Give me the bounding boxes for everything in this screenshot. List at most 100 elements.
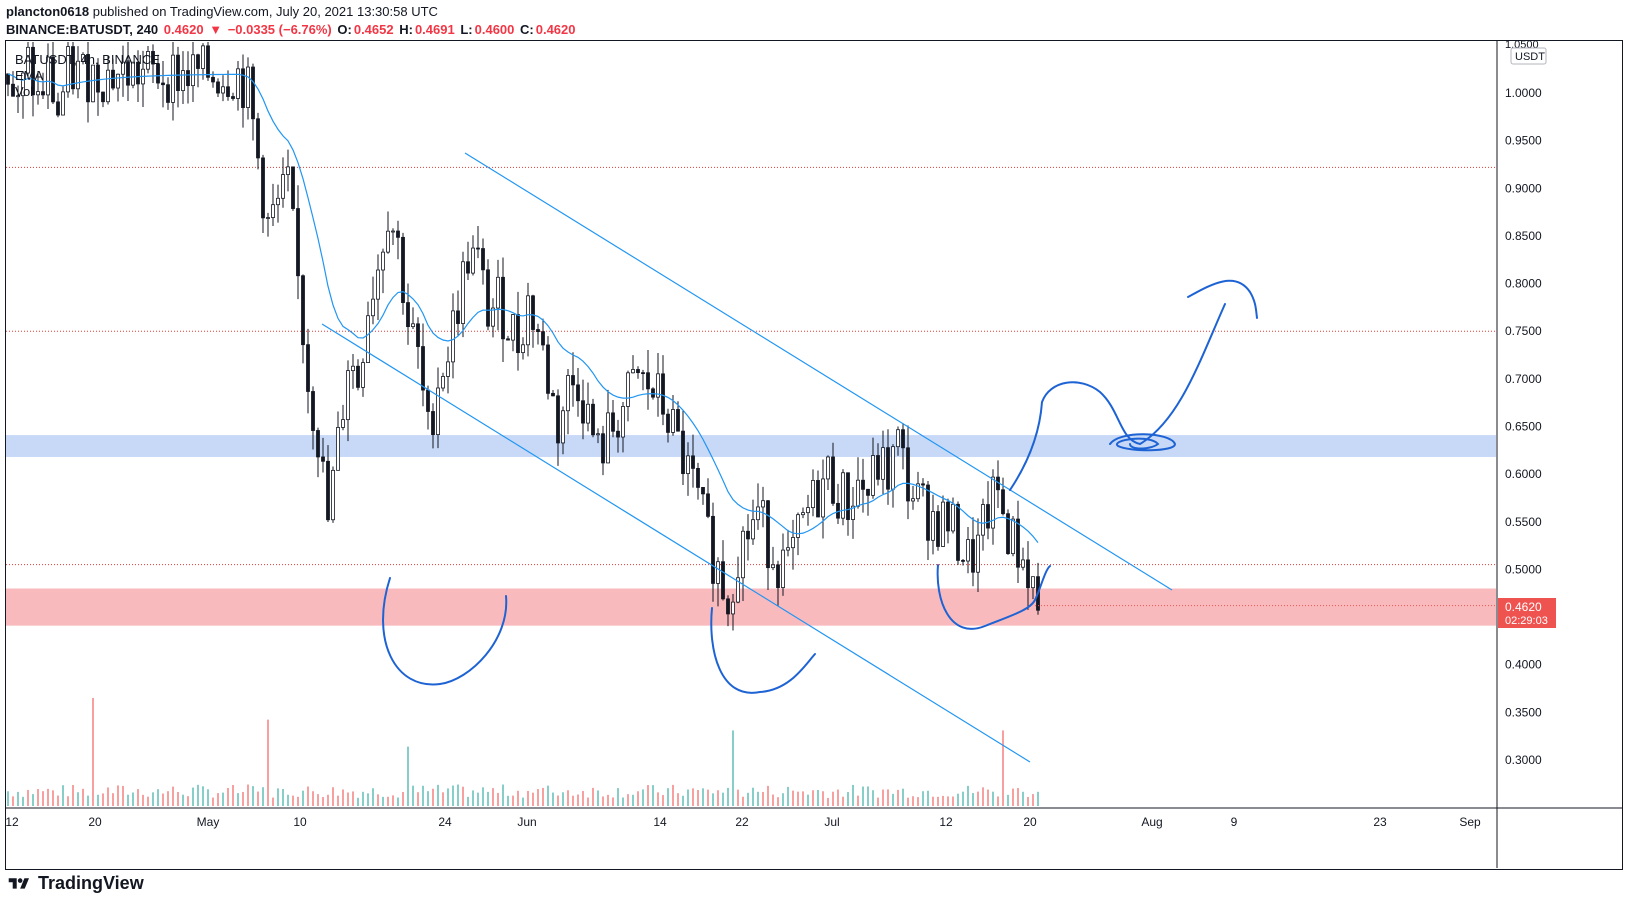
bottom-arc-2: [710, 607, 816, 694]
candle-body: [136, 61, 140, 85]
candle-body: [401, 236, 405, 303]
volume-bar: [432, 788, 434, 806]
tradingview-footer[interactable]: TradingView: [6, 873, 144, 894]
candle-body: [661, 373, 665, 415]
volume-bar: [242, 791, 244, 806]
candle-body: [951, 503, 955, 532]
volume-bar: [172, 786, 174, 806]
candle-body: [481, 248, 485, 271]
legend-title[interactable]: BATUSDT, 4h, BINANCE: [15, 52, 160, 67]
volume-bar: [637, 791, 639, 806]
volume-bar: [662, 795, 664, 806]
volume-bar: [787, 786, 789, 806]
candle-body: [131, 61, 135, 86]
y-tick-label: 0.3500: [1505, 705, 1542, 719]
candle-body: [786, 547, 790, 551]
candle-body: [311, 391, 315, 431]
close-label: C:: [520, 22, 534, 37]
chart-frame[interactable]: [5, 40, 1623, 870]
candle-body: [246, 66, 250, 108]
candle-body: [886, 447, 890, 490]
candle-body: [191, 54, 195, 87]
legend-vol[interactable]: Vol: [15, 84, 34, 99]
legend-ema[interactable]: EMA: [15, 68, 44, 83]
volume-bar: [7, 791, 9, 806]
volume-bar: [347, 792, 349, 806]
candle-body: [406, 302, 410, 328]
volume-bar: [862, 786, 864, 806]
candle-body: [456, 310, 460, 324]
candle-body: [756, 506, 760, 521]
y-tick-label: 0.5000: [1505, 562, 1542, 576]
candle-body: [796, 514, 800, 538]
volume-bar: [922, 791, 924, 806]
candle-body: [971, 539, 975, 573]
candle-body: [861, 479, 865, 490]
volume-bar: [407, 746, 409, 806]
volume-bar: [27, 789, 29, 806]
volume-bar: [312, 791, 314, 806]
candle-body: [416, 323, 420, 347]
candle-body: [316, 430, 320, 458]
candle-body: [571, 375, 575, 386]
volume-bar: [67, 796, 69, 806]
volume-bar: [1007, 794, 1009, 806]
volume-bar: [727, 787, 729, 806]
candle-body: [881, 447, 885, 480]
volume-bar: [607, 794, 609, 806]
volume-bar: [282, 788, 284, 806]
bottom-arc-3: [936, 564, 1051, 630]
volume-bar: [987, 789, 989, 806]
y-tick-label: 0.6500: [1505, 420, 1542, 434]
candle-body: [11, 83, 15, 97]
volume-bars: [7, 698, 1039, 806]
candle-body: [71, 46, 75, 90]
volume-bar: [847, 792, 849, 806]
volume-bar: [722, 792, 724, 806]
volume-bar: [442, 792, 444, 806]
candle-body: [976, 534, 980, 573]
candle-body: [291, 166, 295, 209]
candle-body: [811, 480, 815, 509]
volume-bar: [52, 790, 54, 806]
tradingview-logo-icon: [8, 877, 29, 889]
volume-bar: [602, 796, 604, 806]
candle-body: [461, 261, 465, 324]
candle-body: [766, 500, 770, 569]
ema-line: [7, 73, 1039, 543]
candle-body: [1011, 518, 1015, 555]
candle-body: [121, 61, 125, 75]
candle-body: [856, 479, 860, 507]
candle-body: [911, 498, 915, 502]
volume-bar: [587, 797, 589, 806]
volume-bar: [482, 787, 484, 806]
volume-bar: [427, 791, 429, 806]
candle-body: [386, 230, 390, 253]
volume-bar: [742, 796, 744, 806]
volume-bar: [782, 793, 784, 806]
candle-body: [601, 433, 605, 464]
candle-body: [166, 84, 170, 103]
volume-bar: [292, 795, 294, 806]
candle-body: [91, 64, 95, 103]
volume-bar: [337, 795, 339, 806]
volume-bar: [187, 796, 189, 806]
candle-body: [41, 91, 45, 96]
candle-body: [231, 96, 235, 99]
volume-bar: [772, 794, 774, 806]
volume-bar: [397, 797, 399, 806]
y-tick-label: 0.5500: [1505, 515, 1542, 529]
candle-body: [126, 61, 130, 86]
low-value: 0.4600: [474, 22, 515, 37]
candle-body: [986, 504, 990, 529]
candle-body: [896, 429, 900, 448]
candle-body: [96, 64, 100, 93]
candle-body: [1001, 489, 1005, 515]
open-value: 0.4652: [353, 22, 394, 37]
publisher-name[interactable]: plancton0618: [6, 4, 90, 19]
volume-bar: [117, 785, 119, 806]
candle-body: [761, 500, 765, 508]
volume-bar: [852, 784, 854, 806]
